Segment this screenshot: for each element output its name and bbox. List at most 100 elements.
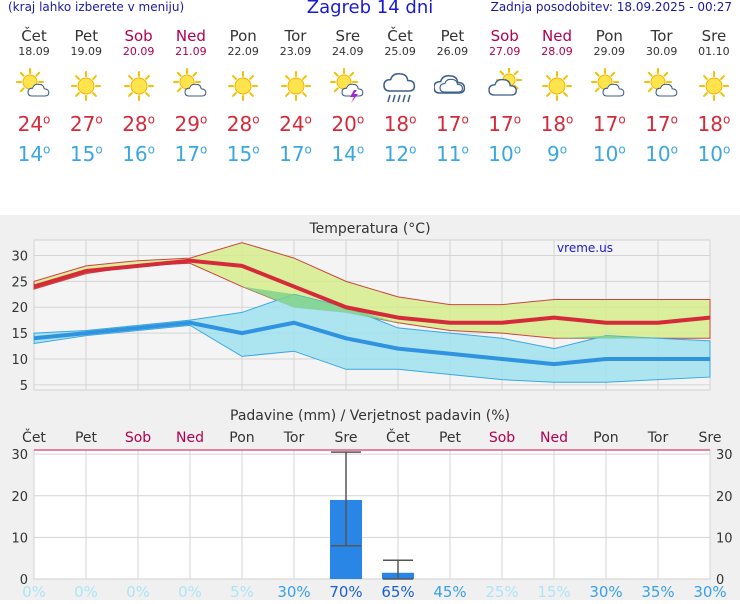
min-temp-line — [33, 320, 710, 367]
sun-icon — [280, 71, 311, 101]
sun-storm-icon — [329, 68, 364, 103]
max-temp-value: 17 — [435, 112, 462, 136]
forecast-charts: 5 10 15 20 25 30 Temperatura (°C) vreme.us Pada… — [11, 221, 733, 601]
y-tick-label-left: 20 — [11, 490, 28, 505]
precip-probability-label: 30% — [693, 583, 726, 600]
min-temp-value: 10 — [697, 142, 723, 166]
min-temp: 16o — [122, 142, 155, 166]
precip-probability-label: 30% — [277, 583, 310, 600]
max-temp: 17o — [488, 112, 522, 136]
daily-forecast-strip: Čet 18.09 24o 14o Pet 19.09 27o 15o Sob 20.09 28o 1… — [0, 28, 740, 168]
day-date: 29.09 — [593, 45, 626, 58]
min-temp-value: 11 — [435, 142, 462, 166]
day-name: Čet — [21, 27, 47, 45]
watermark-link: vreme.us — [557, 241, 613, 255]
y-tick-label: 30 — [11, 250, 28, 265]
min-temp: 14o — [331, 142, 365, 166]
min-temp-value: 12 — [383, 142, 410, 166]
sun-icon — [228, 71, 259, 101]
precip-probability-label: 0% — [22, 583, 46, 600]
y-tick-label: 5 — [20, 379, 28, 394]
min-temp-value: 10 — [592, 142, 619, 166]
sun-cloud-icon — [643, 68, 677, 97]
max-temp-value: 17 — [645, 112, 671, 136]
max-temp-value: 28 — [122, 112, 148, 136]
precipitation-chart: Padavine (mm) / Verjetnost padavin (%) Če… — [11, 408, 733, 601]
precip-probability-label: 30% — [589, 583, 622, 600]
page-title: Zagreb 14 dni — [306, 0, 434, 18]
y-tick-label: 15 — [11, 327, 28, 342]
min-temp: 10o — [488, 142, 522, 166]
day-name: Sob — [490, 27, 519, 45]
min-temp-value: 9 — [546, 142, 560, 166]
x-category-label: Sre — [335, 430, 358, 446]
x-category-label: Pet — [75, 430, 98, 446]
day-name: Pon — [595, 27, 623, 45]
day-column: Sre 01.10 18o 10o — [688, 28, 740, 168]
max-temp-value: 29 — [174, 112, 200, 136]
min-temp: 17o — [174, 142, 208, 166]
day-column: Čet 18.09 24o 14o — [8, 28, 60, 168]
max-temp: 17o — [645, 112, 678, 136]
precip-probability-label: 65% — [381, 583, 414, 600]
x-category-label: Pet — [439, 430, 462, 446]
x-category-label: Ned — [540, 430, 568, 446]
day-column: Tor 23.09 24o 17o — [270, 28, 322, 168]
day-name: Čet — [387, 27, 413, 45]
x-category-label: Sre — [699, 430, 722, 446]
day-date: 26.09 — [436, 45, 469, 58]
min-temp: 12o — [383, 142, 417, 166]
max-temp: 27o — [69, 112, 103, 136]
day-date: 28.09 — [541, 45, 573, 58]
min-temp-value: 17 — [279, 142, 305, 166]
max-temp: 28o — [226, 112, 260, 136]
min-temp: 9o — [546, 142, 568, 166]
last-update-text: Zadnja posodobitev: 18.09.2025 - 00:27 — [490, 0, 732, 14]
max-temp: 24o — [279, 112, 312, 136]
day-column: Sre 24.09 20o 14o — [322, 28, 374, 168]
min-temp-range-band — [33, 293, 711, 383]
min-temp: 11o — [435, 142, 469, 166]
x-category-label: Tor — [283, 430, 305, 446]
location-menu-hint[interactable]: (kraj lahko izberete v meniju) — [8, 0, 185, 14]
day-column: Čet 25.09 18o 12o — [374, 28, 426, 168]
precip-probability-label: 70% — [329, 583, 362, 600]
sun-cloud-icon — [16, 68, 50, 97]
day-name: Pet — [74, 27, 99, 45]
precip-probability-label: 15% — [537, 583, 570, 600]
max-temp-value: 28 — [226, 112, 253, 136]
day-date: 22.09 — [227, 45, 259, 58]
y-tick-label-right: 10 — [716, 531, 733, 546]
max-temp-value: 20 — [331, 112, 357, 136]
day-date: 23.09 — [279, 45, 312, 58]
precip-probability-label: 5% — [230, 583, 254, 600]
day-date: 20.09 — [122, 45, 155, 58]
max-temp-value: 24 — [17, 112, 44, 136]
y-tick-label-right: 0 — [716, 573, 724, 588]
y-tick-label-left: 10 — [11, 531, 28, 546]
precip-probability-label: 0% — [126, 583, 150, 600]
day-column: Pet 19.09 27o 15o — [60, 28, 112, 168]
x-category-label: Sob — [489, 430, 515, 446]
y-tick-label: 10 — [11, 353, 28, 368]
min-temp-value: 14 — [331, 142, 357, 166]
day-column: Pon 29.09 17o 10o — [583, 28, 635, 168]
max-temp: 18o — [697, 112, 731, 136]
day-column: Sob 20.09 28o 16o — [113, 28, 165, 168]
x-category-label: Tor — [647, 430, 669, 446]
day-name: Tor — [650, 27, 673, 45]
precipitation-chart-title: Padavine (mm) / Verjetnost padavin (%) — [230, 408, 510, 424]
y-tick-label-left: 0 — [20, 573, 28, 588]
max-temp-value: 18 — [383, 112, 410, 136]
precip-probability-label: 0% — [178, 583, 202, 600]
day-date: 30.09 — [645, 45, 678, 58]
min-temp-value: 16 — [122, 142, 148, 166]
y-tick-label-right: 30 — [716, 448, 733, 463]
precip-probability-label: 0% — [74, 583, 98, 600]
day-column: Ned 28.09 18o 9o — [531, 28, 583, 168]
precip-probability-label: 25% — [485, 583, 518, 600]
max-temp-value: 17 — [488, 112, 514, 136]
day-date: 27.09 — [488, 45, 521, 58]
max-temp-value: 24 — [279, 112, 305, 136]
day-name: Sob — [124, 27, 153, 45]
